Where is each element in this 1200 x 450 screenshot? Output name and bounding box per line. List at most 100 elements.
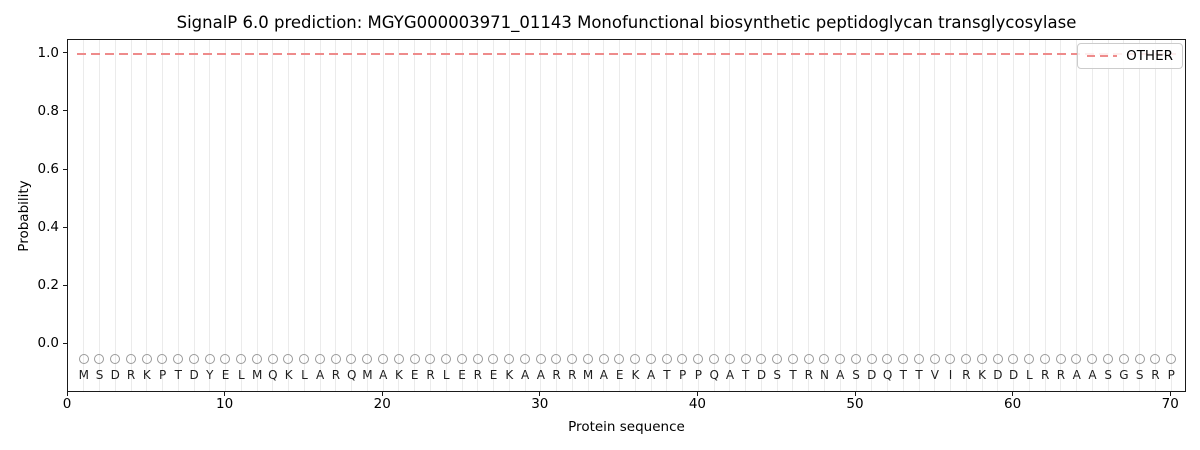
residue-marker	[803, 353, 814, 364]
gridline	[587, 40, 589, 391]
x-tick-mark	[1012, 392, 1014, 396]
x-tick-mark	[66, 392, 68, 396]
residue-letter: R	[804, 368, 813, 382]
residue-marker	[645, 353, 656, 364]
residue-letter: D	[993, 368, 1003, 382]
gridline	[1060, 40, 1062, 391]
residue-letter: A	[379, 368, 388, 382]
residue-letter: Q	[346, 368, 357, 382]
residue-marker	[598, 353, 609, 364]
y-tick-label: 1.0	[37, 44, 59, 61]
residue-letter: P	[1167, 368, 1175, 382]
residue-marker	[472, 353, 483, 364]
residue-letter: T	[742, 368, 750, 382]
gridline	[83, 40, 85, 391]
gridline	[1123, 40, 1125, 391]
gridline	[1028, 40, 1030, 391]
residue-marker	[110, 353, 121, 364]
gridline	[256, 40, 258, 391]
residue-letter: P	[679, 368, 687, 382]
residue-letter: R	[568, 368, 577, 382]
residue-letter: A	[647, 368, 656, 382]
y-tick-mark	[63, 342, 67, 344]
x-tick-mark	[696, 392, 698, 396]
residue-letter: A	[599, 368, 608, 382]
residue-marker	[614, 353, 625, 364]
residue-marker	[1150, 353, 1161, 364]
residue-letter: A	[1072, 368, 1081, 382]
residue-marker	[1134, 353, 1145, 364]
residue-letter: K	[395, 368, 403, 382]
x-tick-mark	[224, 392, 226, 396]
residue-letter: Y	[206, 368, 214, 382]
gridline	[429, 40, 431, 391]
residue-marker	[173, 353, 184, 364]
gridline	[177, 40, 179, 391]
gridline	[776, 40, 778, 391]
x-tick-label: 0	[62, 396, 72, 412]
residue-letter: L	[238, 368, 245, 382]
gridline	[1154, 40, 1156, 391]
residue-letter: N	[820, 368, 829, 382]
gridline	[666, 40, 668, 391]
x-tick-label: 50	[846, 396, 864, 412]
residue-marker	[661, 353, 672, 364]
residue-letter: I	[948, 368, 953, 382]
gridline	[965, 40, 967, 391]
residue-marker	[188, 353, 199, 364]
x-tick-mark	[539, 392, 541, 396]
x-tick-mark	[1169, 392, 1171, 396]
gridline	[902, 40, 904, 391]
residue-letter: E	[410, 368, 419, 382]
gridline	[225, 40, 227, 391]
residue-letter: T	[899, 368, 907, 382]
gridline	[130, 40, 132, 391]
gridline	[319, 40, 321, 391]
residue-letter: T	[663, 368, 671, 382]
x-tick-label: 30	[531, 396, 549, 412]
gridline	[508, 40, 510, 391]
residue-marker	[346, 353, 357, 364]
residue-letter: L	[442, 368, 450, 382]
x-tick-label: 40	[688, 396, 707, 412]
residue-letter: Q	[882, 368, 893, 382]
gridline	[1170, 40, 1172, 391]
residue-marker	[488, 353, 499, 364]
residue-marker	[330, 353, 341, 364]
gridline	[146, 40, 148, 391]
residue-letter: D	[189, 368, 199, 382]
residue-letter: S	[1104, 368, 1112, 382]
gridline	[1013, 40, 1015, 391]
residue-letter: R	[473, 368, 482, 382]
residue-marker	[708, 353, 719, 364]
residue-letter: K	[284, 368, 293, 382]
legend-entry-label: OTHER	[1126, 47, 1173, 64]
residue-marker	[409, 353, 420, 364]
residue-marker	[945, 353, 956, 364]
residue-marker	[94, 353, 105, 364]
gridline	[493, 40, 495, 391]
residue-marker	[677, 353, 688, 364]
residue-marker	[992, 353, 1003, 364]
gridline	[288, 40, 290, 391]
residue-marker	[756, 353, 767, 364]
x-tick-label: 20	[373, 396, 391, 412]
residue-letter: K	[505, 368, 514, 382]
residue-marker	[314, 353, 325, 364]
residue-marker	[693, 353, 704, 364]
residue-marker	[630, 353, 641, 364]
residue-marker	[1055, 353, 1066, 364]
residue-letter: E	[615, 368, 624, 382]
residue-marker	[141, 353, 152, 364]
gridline	[162, 40, 164, 391]
x-axis-label: Protein sequence	[568, 419, 685, 435]
gridline	[366, 40, 368, 391]
gridline	[477, 40, 479, 391]
residue-letter: D	[867, 368, 877, 382]
residue-letter: E	[489, 368, 498, 382]
residue-letter: K	[142, 368, 151, 382]
x-tick-label: 10	[216, 396, 234, 412]
residue-marker	[913, 353, 924, 364]
residue-letter: A	[536, 368, 545, 382]
